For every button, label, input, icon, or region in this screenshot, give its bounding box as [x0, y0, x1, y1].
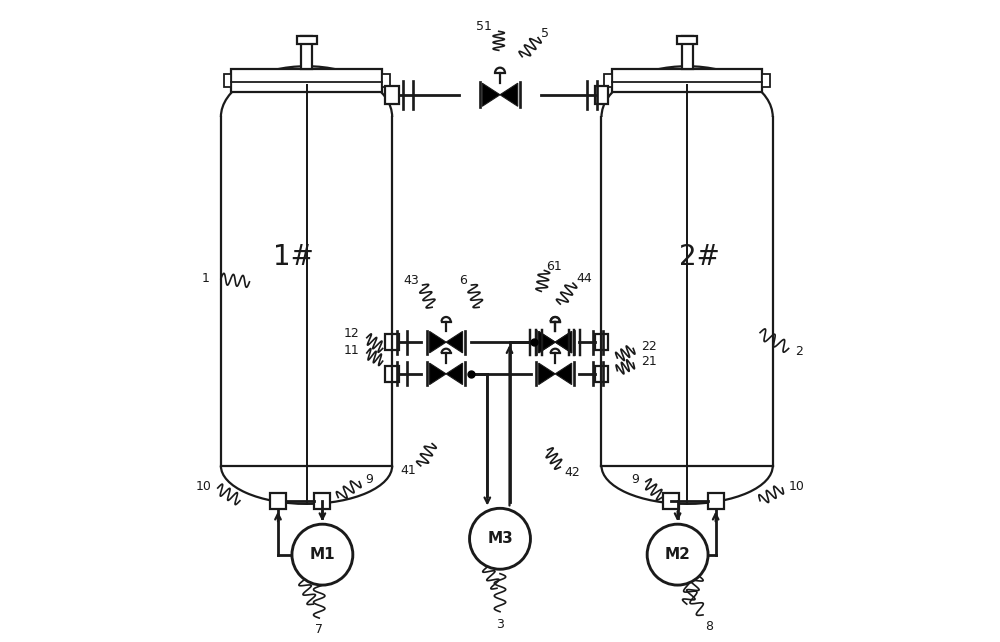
Polygon shape — [446, 331, 463, 353]
Bar — [595, 86, 608, 103]
Bar — [663, 493, 679, 508]
Text: 61: 61 — [546, 259, 561, 272]
Polygon shape — [482, 83, 500, 107]
Text: M2: M2 — [665, 547, 691, 562]
Text: 44: 44 — [576, 272, 592, 285]
Bar — [297, 37, 317, 44]
Text: 9: 9 — [632, 473, 640, 486]
Text: 9: 9 — [366, 473, 373, 486]
Circle shape — [647, 524, 708, 585]
Bar — [385, 334, 399, 350]
Text: 1: 1 — [202, 272, 209, 285]
Text: 10: 10 — [196, 480, 211, 492]
Text: 2#: 2# — [679, 243, 720, 270]
Text: M1: M1 — [310, 547, 335, 562]
Polygon shape — [539, 331, 555, 353]
Polygon shape — [539, 331, 555, 353]
Text: 10: 10 — [789, 480, 804, 492]
Text: 5: 5 — [541, 27, 549, 40]
Polygon shape — [555, 331, 572, 353]
Polygon shape — [539, 363, 555, 385]
Polygon shape — [446, 363, 463, 385]
Bar — [708, 493, 724, 508]
Bar — [301, 37, 312, 69]
Circle shape — [470, 508, 530, 569]
Text: 2: 2 — [795, 345, 803, 358]
Bar — [595, 366, 608, 382]
Polygon shape — [555, 331, 572, 353]
Bar — [762, 74, 770, 87]
Bar — [385, 366, 399, 382]
Text: 6: 6 — [459, 274, 467, 287]
Text: 1#: 1# — [273, 243, 314, 270]
Text: 42: 42 — [565, 465, 580, 479]
Text: 41: 41 — [401, 464, 416, 478]
Text: 11: 11 — [343, 344, 359, 357]
Text: 21: 21 — [641, 354, 657, 368]
Bar — [595, 334, 608, 350]
Text: 12: 12 — [343, 327, 359, 340]
Bar — [677, 37, 697, 44]
Bar — [682, 37, 693, 69]
Polygon shape — [430, 363, 446, 385]
Polygon shape — [430, 331, 446, 353]
Bar — [314, 493, 330, 508]
Bar — [270, 493, 286, 508]
Text: 8: 8 — [705, 620, 713, 633]
Bar — [224, 74, 231, 87]
Text: 3: 3 — [496, 618, 504, 631]
Circle shape — [292, 524, 353, 585]
Bar — [612, 69, 762, 92]
Bar — [231, 69, 382, 92]
Text: 22: 22 — [641, 340, 657, 353]
Text: 7: 7 — [315, 623, 323, 636]
Bar — [385, 86, 399, 103]
Text: 43: 43 — [403, 274, 419, 287]
Polygon shape — [555, 363, 572, 385]
Bar — [604, 74, 612, 87]
Text: M3: M3 — [487, 532, 513, 546]
Bar — [382, 74, 390, 87]
Text: 51: 51 — [476, 21, 492, 33]
Polygon shape — [500, 83, 518, 107]
